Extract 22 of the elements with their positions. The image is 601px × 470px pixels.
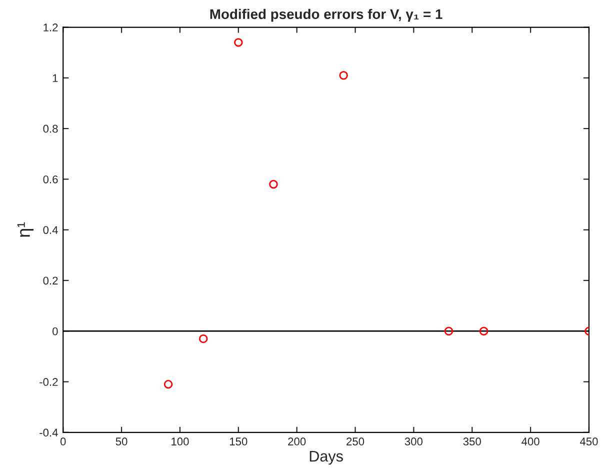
x-tick-label: 450 bbox=[580, 438, 598, 446]
y-tick-label: -0.2 bbox=[40, 378, 58, 386]
x-axis-title: Days bbox=[310, 450, 343, 465]
y-tick-label: 0.6 bbox=[43, 175, 58, 184]
y-tick-label: 0.8 bbox=[43, 124, 58, 133]
x-tick-label: 100 bbox=[172, 438, 189, 446]
y-tick-label: 1 bbox=[52, 74, 58, 82]
x-tick-label: 0 bbox=[60, 438, 66, 446]
x-tick-label: 150 bbox=[230, 438, 248, 446]
x-tick-label: 300 bbox=[404, 438, 423, 446]
y-tick-label: 0.2 bbox=[43, 276, 58, 285]
y-tick-label: -0.4 bbox=[40, 428, 58, 437]
y-tick-label: 1.2 bbox=[44, 24, 58, 32]
y-tick-label: 0 bbox=[52, 327, 58, 336]
y-axis-title: η¹ bbox=[17, 222, 34, 237]
y-tick-label: 0.4 bbox=[43, 226, 58, 234]
x-tick-label: 350 bbox=[463, 438, 481, 446]
x-tick-label: 50 bbox=[116, 438, 128, 446]
x-tick-label: 200 bbox=[288, 438, 306, 446]
x-tick-label: 250 bbox=[346, 438, 364, 446]
chart-title: Modified pseudo errors for V, γ₁ = 1 bbox=[210, 8, 442, 22]
x-tick-label: 400 bbox=[522, 438, 540, 446]
